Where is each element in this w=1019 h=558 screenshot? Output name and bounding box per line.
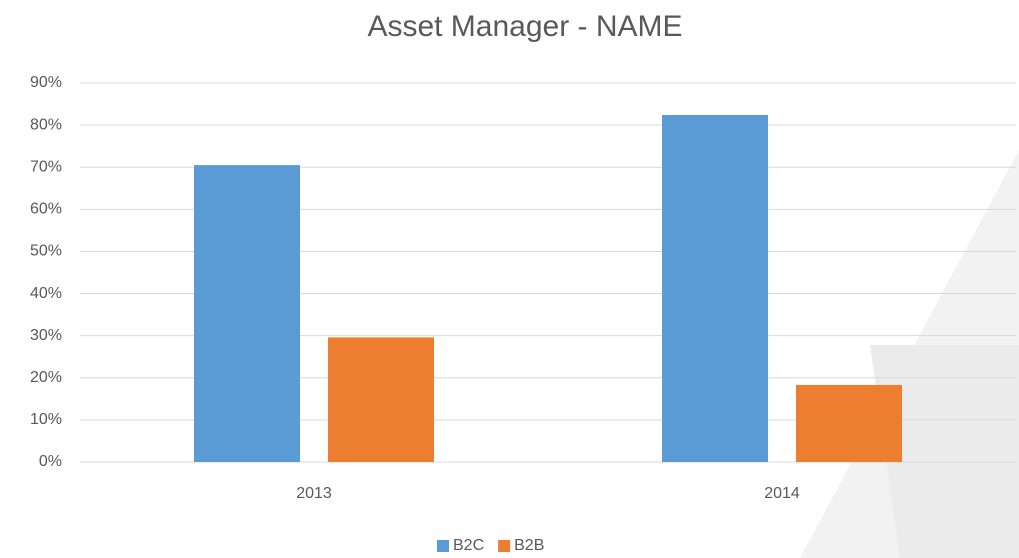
legend-swatch <box>437 540 449 552</box>
bar <box>194 165 300 462</box>
y-tick-label: 0% <box>39 453 62 470</box>
y-tick-label: 60% <box>30 201 62 218</box>
bar <box>328 337 434 462</box>
legend-swatch <box>498 540 511 552</box>
y-tick-label: 40% <box>30 285 62 302</box>
chart-title: Asset Manager - NAME <box>367 10 682 43</box>
background-shape <box>870 345 1019 558</box>
x-tick-label: 2013 <box>296 485 332 502</box>
bar <box>662 115 768 462</box>
legend-label: B2B <box>514 537 544 554</box>
y-tick-label: 10% <box>30 411 62 428</box>
y-tick-label: 50% <box>30 243 62 260</box>
legend-label: B2C <box>453 537 484 554</box>
y-tick-label: 80% <box>30 116 62 133</box>
y-tick-label: 90% <box>30 74 62 91</box>
y-tick-label: 30% <box>30 327 62 344</box>
x-tick-label: 2014 <box>764 485 800 502</box>
y-tick-label: 20% <box>30 369 62 386</box>
y-tick-label: 70% <box>30 158 62 175</box>
bar <box>796 384 902 462</box>
